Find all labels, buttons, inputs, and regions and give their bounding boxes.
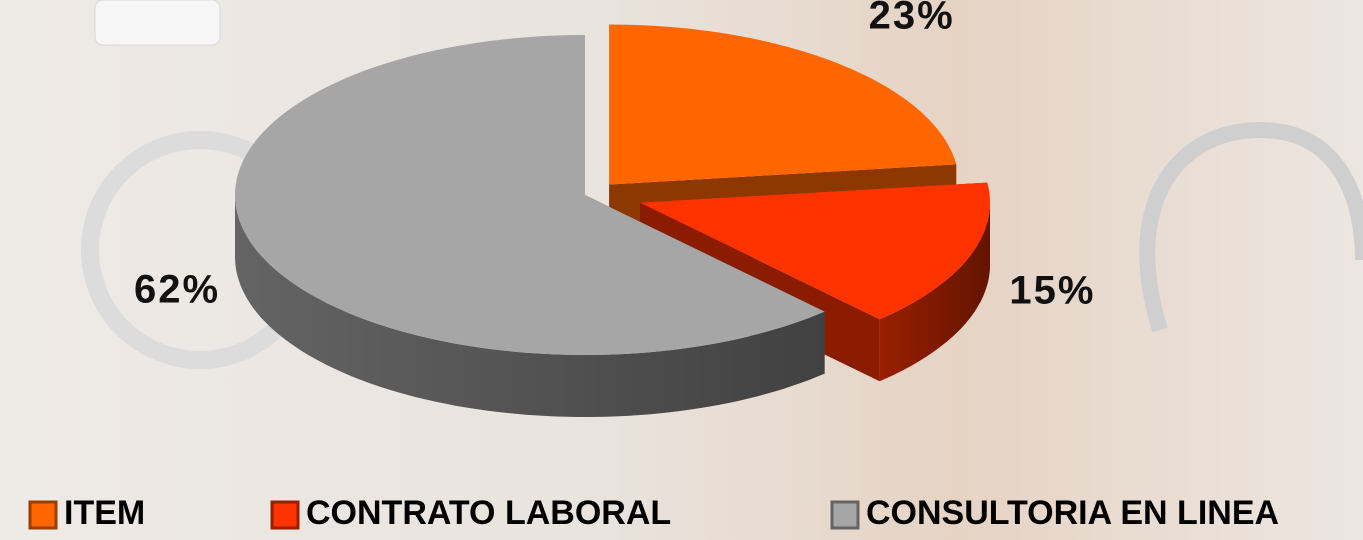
slice-side-shade [235, 195, 825, 417]
legend-label: CONTRATO LABORAL [306, 494, 671, 532]
slice [640, 182, 990, 320]
legend-swatch [28, 500, 58, 530]
value-label: 15% [1009, 268, 1095, 312]
bg-device [94, 0, 221, 46]
legend-swatch [830, 500, 860, 530]
legend: ITEM CONTRATO LABORAL CONSULTORIA EN LINEA [28, 494, 1279, 532]
slice [609, 24, 957, 185]
slice-side-shade [879, 202, 990, 382]
legend-label: ITEM [64, 494, 145, 532]
pie: 23% 15% 62% [134, 0, 1095, 417]
bg-stethoscope [1139, 121, 1363, 333]
legend-swatch [270, 500, 300, 530]
slice [235, 35, 825, 355]
legend-label: CONSULTORIA EN LINEA [866, 494, 1279, 532]
value-label: 23% [869, 0, 955, 38]
value-label: 62% [134, 267, 220, 311]
